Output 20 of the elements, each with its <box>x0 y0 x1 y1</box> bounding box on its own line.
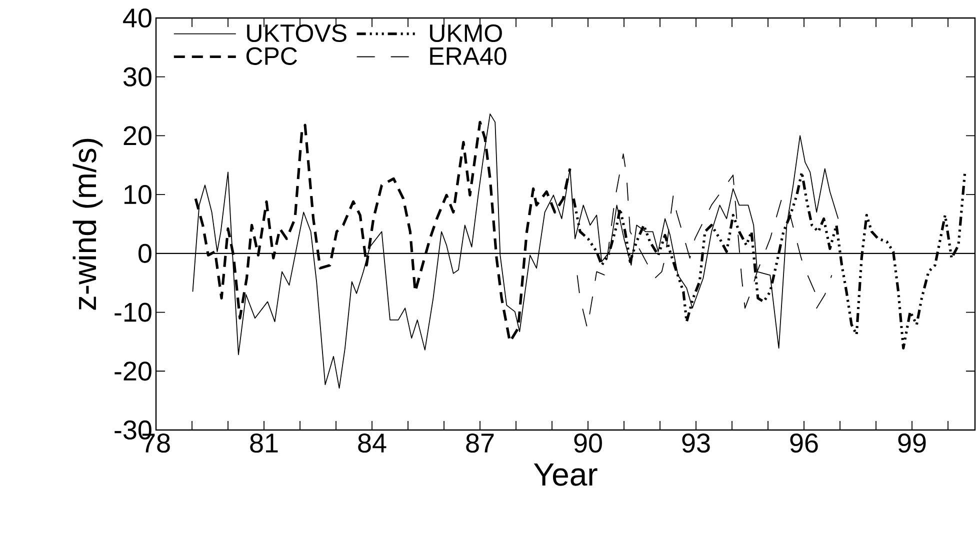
x-tick-label: 99 <box>898 434 926 453</box>
y-tick-label: 0 <box>138 244 152 263</box>
legend-label: UKMO <box>430 24 502 42</box>
y-tick-label: -20 <box>114 362 152 381</box>
x-tick-label: 87 <box>466 434 494 453</box>
legend-label: CPC <box>246 47 298 65</box>
x-tick-label: 84 <box>358 434 386 453</box>
x-tick-label: 81 <box>250 434 278 453</box>
x-axis-title: Year <box>534 464 598 486</box>
x-tick-label: 96 <box>790 434 818 453</box>
legend-label: UKTOVS <box>247 24 346 42</box>
y-axis-title: z-wind (m/s) <box>72 138 103 310</box>
y-tick-label: 30 <box>123 67 152 86</box>
x-tick-label: 93 <box>682 434 710 453</box>
y-tick-label: 40 <box>123 8 152 28</box>
y-tick-label: -10 <box>114 302 152 322</box>
x-tick-label: 90 <box>574 434 602 453</box>
y-tick-label: 20 <box>124 126 152 146</box>
legend-label: ERA40 <box>430 47 506 65</box>
y-tick-label: 10 <box>124 185 152 204</box>
